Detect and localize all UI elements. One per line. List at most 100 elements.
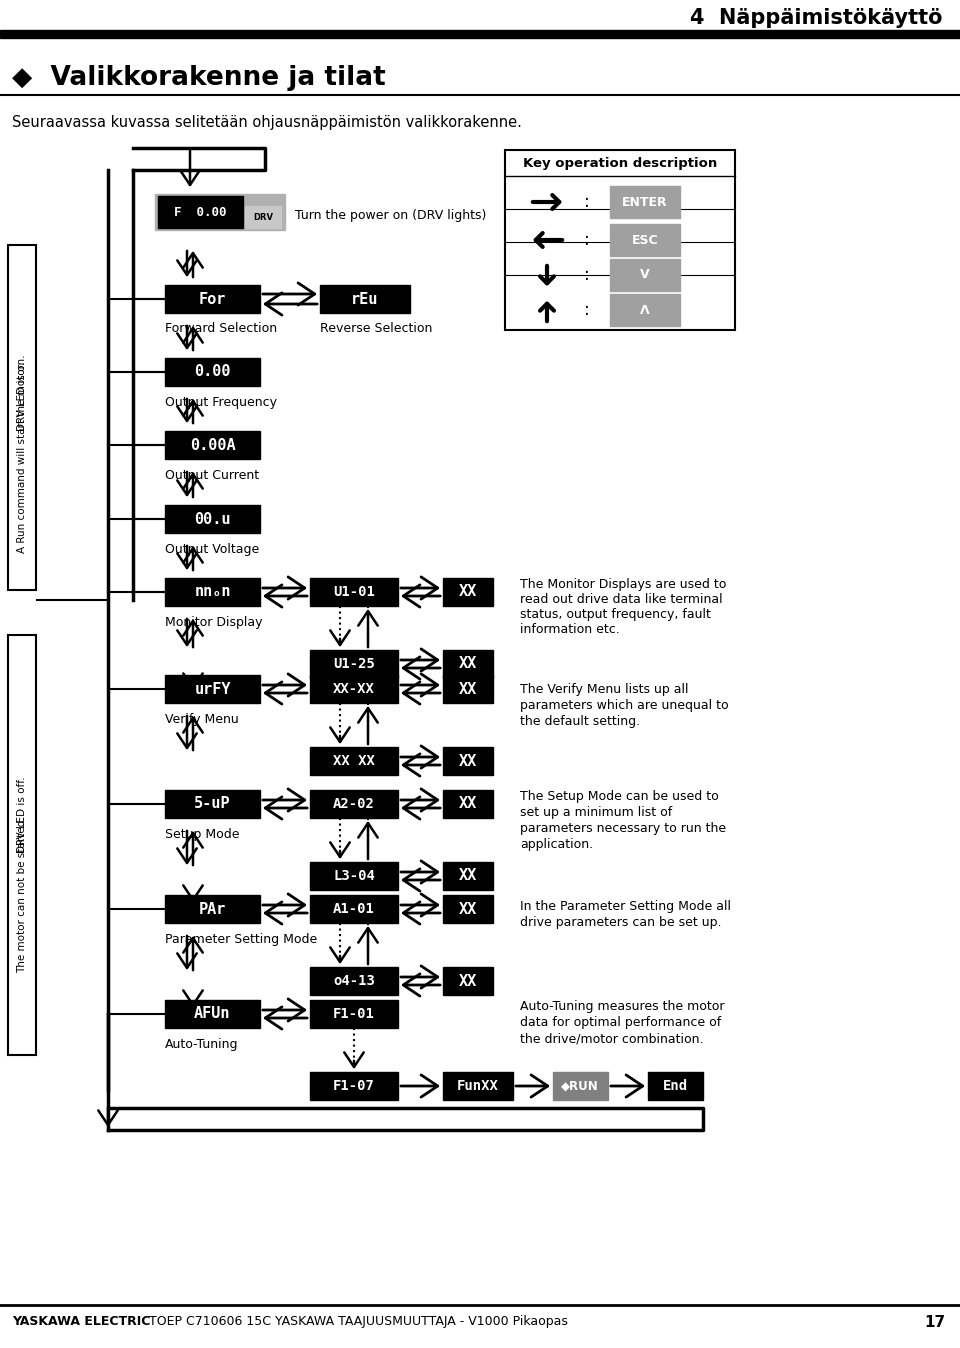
Text: 0.00A: 0.00A [190,438,235,453]
Bar [0,30,960,38]
Text: F1-01: F1-01 [333,1007,375,1020]
Bar [443,895,493,923]
Text: In the Parameter Setting Mode all: In the Parameter Setting Mode all [520,900,731,913]
Bar [310,861,398,890]
Text: parameters which are unequal to: parameters which are unequal to [520,700,729,712]
Text: ◆RUN: ◆RUN [562,1080,599,1092]
Text: 5-uP: 5-uP [194,797,230,811]
Bar [443,578,493,607]
Text: the drive/motor combination.: the drive/motor combination. [520,1033,704,1045]
Text: information etc.: information etc. [520,623,620,636]
Bar [8,245,36,590]
Text: application.: application. [520,838,593,851]
Text: Setup Mode: Setup Mode [165,828,239,841]
Text: The Setup Mode can be used to: The Setup Mode can be used to [520,790,719,803]
Text: Output Frequency: Output Frequency [165,396,277,408]
Bar [310,578,398,607]
Bar [310,1072,398,1100]
Text: DRV: DRV [253,213,273,221]
Text: the default setting.: the default setting. [520,714,640,728]
Text: Auto-Tuning: Auto-Tuning [165,1038,238,1051]
Text: parameters necessary to run the: parameters necessary to run the [520,822,726,834]
Text: Monitor Display: Monitor Display [165,616,262,630]
Text: A1-01: A1-01 [333,902,375,917]
Bar [165,284,260,313]
Text: ESC: ESC [632,233,659,247]
Bar [165,578,260,607]
Text: Auto-Tuning measures the motor: Auto-Tuning measures the motor [520,1000,725,1012]
Bar [310,675,398,704]
Bar [310,790,398,818]
Text: XX: XX [459,682,477,697]
Text: Parameter Setting Mode: Parameter Setting Mode [165,933,317,946]
Bar [443,747,493,775]
Bar [8,635,36,1055]
Text: Verify Menu: Verify Menu [165,713,239,727]
Text: The Monitor Displays are used to: The Monitor Displays are used to [520,578,727,590]
Bar [443,650,493,678]
Bar [165,359,260,386]
Bar [610,259,680,291]
Bar [648,1072,703,1100]
Text: XX: XX [459,973,477,988]
Text: V: V [640,268,650,282]
Bar [158,195,243,228]
Text: status, output frequency, fault: status, output frequency, fault [520,608,710,621]
Bar [245,206,281,228]
Bar [320,284,410,313]
Text: 00.u: 00.u [194,511,230,527]
Text: read out drive data like terminal: read out drive data like terminal [520,593,723,607]
Text: :: : [584,231,589,249]
Bar [165,1000,260,1029]
Bar [443,861,493,890]
Bar [505,150,735,330]
Text: :: : [584,266,589,284]
Text: PAr: PAr [199,902,227,917]
Text: 4  Näppäimistökäyttö: 4 Näppäimistökäyttö [689,8,942,28]
Bar [165,790,260,818]
Bar [165,895,260,923]
Text: XX XX: XX XX [333,754,375,768]
Text: DRV LED is on.: DRV LED is on. [17,355,27,431]
Bar [155,194,285,231]
Text: urFY: urFY [194,682,230,697]
Bar [610,186,680,218]
Text: XX: XX [459,585,477,600]
Text: A Run command will start the motor.: A Run command will start the motor. [17,361,27,553]
Text: AFUn: AFUn [194,1007,230,1022]
Text: data for optimal performance of: data for optimal performance of [520,1016,721,1029]
Text: F  0.00: F 0.00 [174,205,227,218]
Bar [553,1072,608,1100]
Text: :: : [584,301,589,319]
Text: TOEP C710606 15C YASKAWA TAAJUUSMUUTTAJA - V1000 Pikaopas: TOEP C710606 15C YASKAWA TAAJUUSMUUTTAJA… [145,1316,568,1328]
Bar [165,675,260,704]
Text: End: End [663,1078,688,1093]
Text: DRV LED is off.: DRV LED is off. [17,776,27,853]
Text: FunXX: FunXX [457,1078,499,1093]
Bar [443,790,493,818]
Text: Output Current: Output Current [165,469,259,483]
Text: The motor can not be started.: The motor can not be started. [17,817,27,973]
Text: For: For [199,291,227,306]
Text: 17: 17 [924,1316,945,1330]
Text: Output Voltage: Output Voltage [165,543,259,555]
Text: XX: XX [459,656,477,671]
Bar [165,431,260,460]
Bar [310,650,398,678]
Text: rEu: rEu [351,291,378,306]
Text: XX: XX [459,902,477,917]
Bar [310,1000,398,1029]
Text: Seuraavassa kuvassa selitetään ohjausnäppäimistön valikkorakenne.: Seuraavassa kuvassa selitetään ohjausnäp… [12,115,522,129]
Text: Λ: Λ [640,303,650,317]
Text: L3-04: L3-04 [333,869,375,883]
Text: The Verify Menu lists up all: The Verify Menu lists up all [520,683,688,696]
Text: XX: XX [459,754,477,768]
Bar [610,294,680,326]
Text: A2-02: A2-02 [333,797,375,811]
Bar [310,895,398,923]
Text: set up a minimum list of: set up a minimum list of [520,806,672,820]
Text: drive parameters can be set up.: drive parameters can be set up. [520,917,722,929]
Text: ENTER: ENTER [622,195,668,209]
Bar [610,224,680,256]
Text: Forward Selection: Forward Selection [165,322,277,336]
